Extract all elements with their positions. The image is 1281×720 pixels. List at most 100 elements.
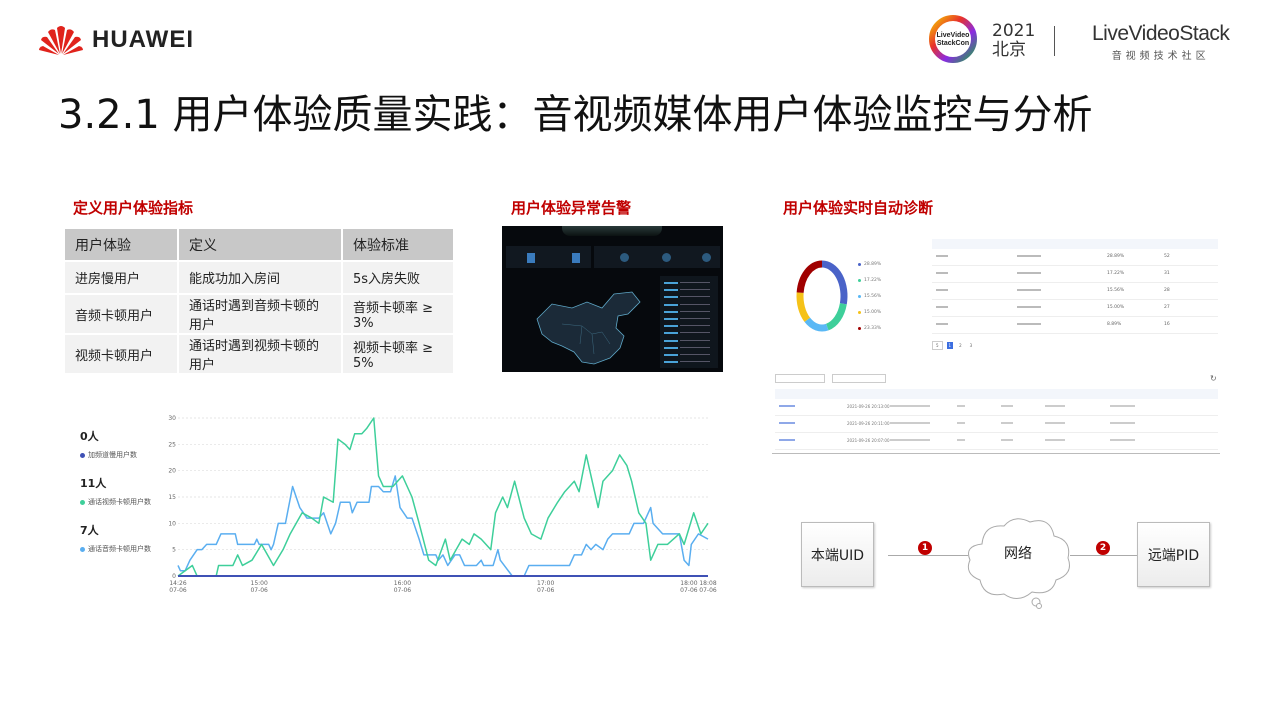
- section-title-metrics: 定义用户体验指标: [73, 199, 194, 217]
- x-tick-date: 07-06: [680, 587, 698, 594]
- legend-dot: [80, 452, 85, 458]
- table-cell: 2021-09-26 20:07:00: [847, 438, 890, 443]
- user-link[interactable]: [779, 405, 795, 407]
- x-tick-label: 17:00: [537, 580, 554, 587]
- alert-list-item: [664, 346, 678, 349]
- alert-list-item: [664, 361, 678, 364]
- y-tick-label: 0: [172, 573, 176, 580]
- page-button[interactable]: 2: [959, 343, 962, 348]
- table-row: 2021-09-26 20:07:00: [775, 433, 1218, 450]
- table-row: 15.56% 28: [932, 283, 1218, 300]
- header-divider: [1054, 26, 1055, 56]
- cause-table-header: [932, 239, 1218, 249]
- table-row: 进房慢用户 能成功加入房间 5s入房失败: [63, 260, 455, 295]
- section-title-diagnosis: 用户体验实时自动诊断: [783, 199, 934, 217]
- legend-pct: 17.22%: [864, 277, 882, 283]
- alert-list-item-text: [680, 339, 710, 341]
- legend-pct: 28.89%: [864, 261, 882, 267]
- x-tick-label: 18:00: [680, 580, 697, 587]
- page-button[interactable]: 3: [969, 343, 973, 348]
- alert-list-item-text: [680, 318, 710, 319]
- stats-panel: 0人 加频道慢用户数 11人 通话视频卡顿用户数 7人 通话音频卡顿用户数: [80, 428, 151, 554]
- table-row: 17.22% 31: [932, 266, 1218, 283]
- stat-value: 0人: [80, 430, 99, 443]
- alert-list-item-text: [680, 361, 710, 363]
- table-cell: 16: [1164, 322, 1170, 327]
- table-cell: 通话时遇到音频卡顿的用户: [177, 293, 343, 335]
- table-row: 视频卡顿用户 通话时遇到视频卡顿的用户 视频卡顿率 ≥ 5%: [63, 333, 455, 375]
- connector-line: [1070, 555, 1138, 556]
- x-tick-date: 07-06: [250, 587, 268, 594]
- table-cell: 5s入房失败: [341, 260, 455, 295]
- detail-table: 2021-09-26 20:13:00 2021-09-26 20:11:00 20…: [775, 399, 1218, 450]
- table-cell: 2021-09-26 20:13:00: [847, 404, 890, 409]
- connector-line: [888, 555, 968, 556]
- x-tick-label: 16:00: [394, 580, 411, 587]
- table-row: 音频卡顿用户 通话时遇到音频卡顿的用户 音频卡顿率 ≥ 3%: [63, 293, 455, 335]
- y-tick-label: 15: [168, 494, 176, 501]
- legend-pct: 15.56%: [864, 293, 882, 299]
- event-info: 2021 北京: [992, 22, 1035, 60]
- network-cloud-icon: [967, 518, 1070, 609]
- table-cell: 通话时遇到视频卡顿的用户: [177, 333, 343, 375]
- alert-list-item: [664, 282, 678, 284]
- kpi-icon: [620, 253, 629, 262]
- kpi-icon: [662, 253, 671, 262]
- remote-pid-box: 远端PID: [1137, 522, 1210, 587]
- alert-list-item-text: [680, 332, 710, 334]
- huawei-flower-icon: [39, 26, 83, 55]
- dashboard-kpi-panel: [594, 246, 720, 268]
- table-cell: 音频卡顿用户: [63, 293, 179, 335]
- svg-text:LiveVideo: LiveVideo: [937, 32, 970, 39]
- user-link[interactable]: [779, 439, 795, 441]
- legend-pct: 15.00%: [864, 309, 882, 315]
- alert-list-item: [664, 339, 678, 342]
- legend-item: 28.89%: [858, 256, 881, 272]
- table-cell: 视频卡顿率 ≥ 5%: [341, 333, 455, 375]
- stat-item: 11人 通话视频卡顿用户数: [80, 475, 151, 507]
- user-link[interactable]: [779, 422, 795, 424]
- metrics-table: 用户体验 定义 体验标准 进房慢用户 能成功加入房间 5s入房失败 音频卡顿用户 通话…: [63, 227, 455, 375]
- column-header: 体验标准: [341, 227, 455, 262]
- table-cell: 31: [1164, 271, 1170, 276]
- detail-table-header: [775, 389, 1218, 399]
- legend-dot: [80, 499, 85, 505]
- alert-list-item-text: [680, 289, 710, 291]
- table-cell: 视频卡顿用户: [63, 333, 179, 375]
- kpi-icon: [572, 253, 580, 263]
- legend-item: 15.00%: [858, 304, 881, 320]
- table-cell: 进房慢用户: [63, 260, 179, 295]
- alert-list-item: [664, 310, 678, 313]
- legend-item: 15.56%: [858, 288, 881, 304]
- table-cell: 15.56%: [1107, 288, 1125, 293]
- china-map: [536, 291, 641, 365]
- legend-dot: [858, 326, 861, 330]
- table-cell: 52: [1164, 254, 1170, 259]
- table-cell: 8.89%: [1107, 322, 1122, 327]
- brand-name: HUAWEI: [92, 26, 194, 53]
- search-input[interactable]: [775, 374, 825, 383]
- y-tick-label: 20: [168, 468, 176, 475]
- y-tick-label: 5: [172, 547, 176, 554]
- conference-logo: LiveVideo StackCon: [927, 14, 979, 70]
- page-size-select[interactable]: 5: [932, 341, 943, 350]
- alert-list-item-text: [680, 354, 710, 355]
- legend-dot: [80, 546, 85, 552]
- alert-list-item: [664, 354, 678, 356]
- donut-slice: [804, 317, 829, 332]
- donut-slice: [796, 292, 811, 322]
- table-header-row: 用户体验 定义 体验标准: [63, 227, 455, 262]
- page-button[interactable]: 1: [946, 342, 954, 349]
- network-label: 网络: [1004, 546, 1032, 562]
- alert-list-item-text: [680, 282, 710, 283]
- local-uid-box: 本端UID: [801, 522, 874, 587]
- table-cell: 27: [1164, 305, 1170, 310]
- step-badge-1: 1: [918, 541, 932, 555]
- donut-slice: [821, 260, 848, 305]
- refresh-icon[interactable]: ↻: [1210, 374, 1217, 383]
- x-tick-label: 18:08: [699, 580, 716, 587]
- legend-dot: [858, 278, 861, 282]
- table-cell: 音频卡顿率 ≥ 3%: [341, 293, 455, 335]
- table-cell: 28.89%: [1107, 254, 1125, 259]
- search-input[interactable]: [832, 374, 886, 383]
